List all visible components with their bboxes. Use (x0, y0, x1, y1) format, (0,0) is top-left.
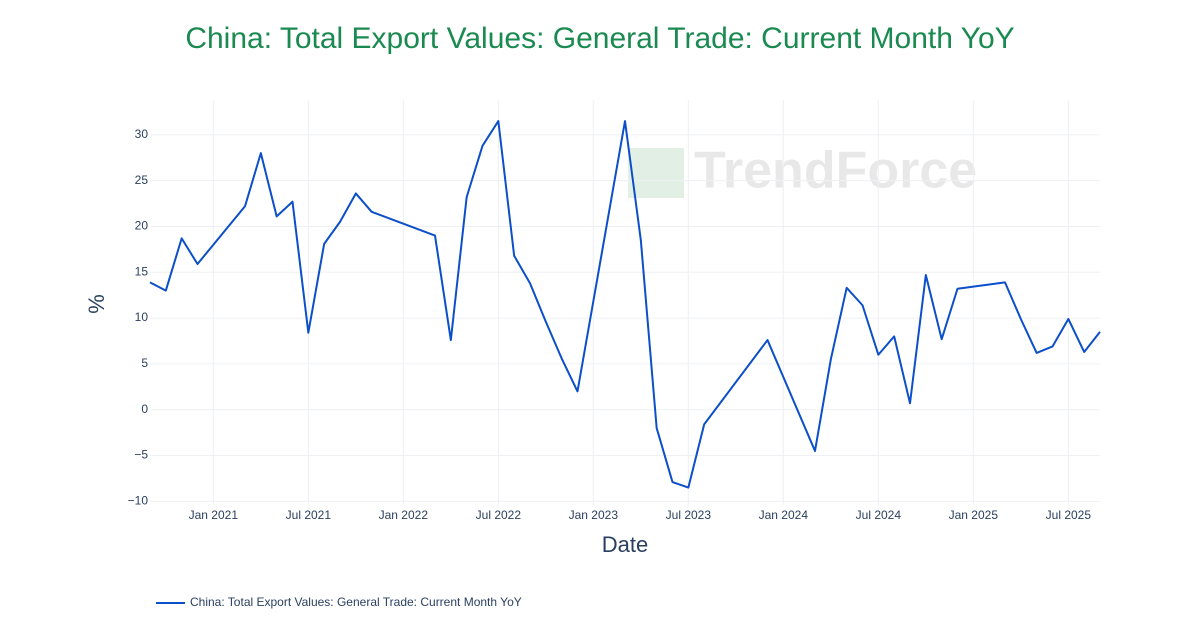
x-tick-label: Jan 2021 (189, 508, 239, 522)
y-tick-label: −10 (128, 494, 149, 508)
x-tick-label: Jan 2023 (569, 508, 619, 522)
legend-label: China: Total Export Values: General Trad… (190, 595, 522, 609)
x-tick-label: Jul 2025 (1046, 508, 1092, 522)
y-tick-label: 0 (141, 402, 148, 416)
x-tick-label: Jul 2023 (666, 508, 712, 522)
data-line (149, 120, 1101, 489)
y-tick-label: 25 (135, 173, 149, 187)
watermark-group: TrendForce (628, 142, 977, 200)
y-tick-label: 5 (141, 356, 148, 370)
y-tick-label: 10 (135, 310, 149, 324)
chart-title: China: Total Export Values: General Trad… (185, 22, 1014, 55)
watermark-logo (628, 148, 684, 198)
x-tick-label: Jul 2024 (856, 508, 902, 522)
x-tick-label: Jul 2021 (286, 508, 332, 522)
y-tick-label: 15 (135, 264, 149, 278)
x-tick-label: Jan 2025 (949, 508, 999, 522)
y-tick-label: 30 (135, 127, 149, 141)
x-tick-label: Jul 2022 (476, 508, 522, 522)
x-tick-label: Jan 2022 (379, 508, 429, 522)
y-tick-label: −5 (134, 448, 148, 462)
y-axis-title: % (84, 294, 109, 314)
y-tick-label: 20 (135, 219, 149, 233)
x-axis-title: Date (602, 532, 648, 557)
watermark: TrendForce (694, 142, 977, 200)
x-tick-label: Jan 2024 (759, 508, 809, 522)
